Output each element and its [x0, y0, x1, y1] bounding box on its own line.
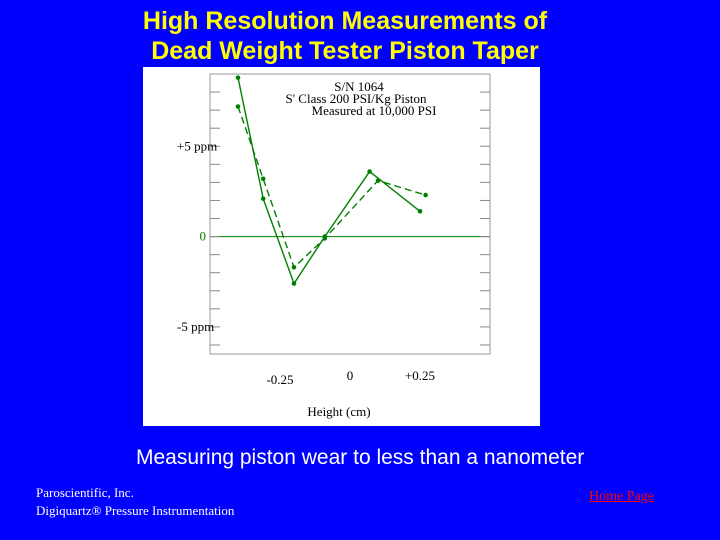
axis-labels: +5 ppm 0 -5 ppm -0.25 0 +0.25 Height (cm) [177, 138, 435, 419]
data-point [423, 192, 428, 198]
x-tick-label: -0.25 [266, 372, 293, 387]
data-point [291, 264, 297, 270]
data-point [235, 104, 241, 109]
company-name: Paroscientific, Inc. [36, 485, 134, 500]
axis-ticks [210, 91, 490, 346]
data-point [375, 178, 381, 183]
title-line-2: Dead Weight Tester Piston Taper [151, 37, 539, 65]
plot-frame [209, 73, 491, 355]
company-tagline: Digiquartz® Pressure Instrumentation [36, 503, 235, 518]
chart-title-line: Measured at 10,000 PSI [312, 103, 437, 118]
chart-title-line: S' Class 200 PSI/Kg Piston [285, 91, 427, 106]
series-line-2 [237, 106, 426, 269]
data-point [291, 281, 297, 286]
y-tick-label: -5 ppm [177, 319, 214, 334]
x-tick-label: +0.25 [405, 368, 435, 383]
series-line-1 [237, 77, 421, 286]
x-axis-label: Height (cm) [307, 404, 370, 419]
data-point [322, 236, 328, 241]
data-point [260, 176, 266, 182]
data-point [260, 196, 266, 201]
taper-chart: +5 ppm 0 -5 ppm -0.25 0 +0.25 Height (cm) S/N … [177, 73, 491, 419]
plot-border [209, 73, 491, 355]
title-line-1: High Resolution Measurements of [142, 7, 548, 35]
chart-title-line: S/N 1064 [334, 79, 384, 94]
footer-company: Paroscientific, Inc. Digiquartz® Pressur… [36, 484, 234, 520]
slide-title: High Resolution Measurements of Dead Wei… [110, 6, 580, 66]
series-group [235, 75, 428, 286]
data-point [367, 169, 372, 174]
x-tick-label: 0 [347, 368, 354, 383]
chart-panel: +5 ppm 0 -5 ppm -0.25 0 +0.25 Height (cm) S/N … [143, 67, 540, 426]
slide-subtitle: Measuring piston wear to less than a nan… [136, 446, 585, 469]
y-tick-label: 0 [200, 229, 207, 244]
data-point [417, 208, 423, 214]
y-tick-label: +5 ppm [177, 138, 217, 153]
home-page-link[interactable]: Home Page [589, 489, 654, 504]
data-point [235, 75, 241, 80]
